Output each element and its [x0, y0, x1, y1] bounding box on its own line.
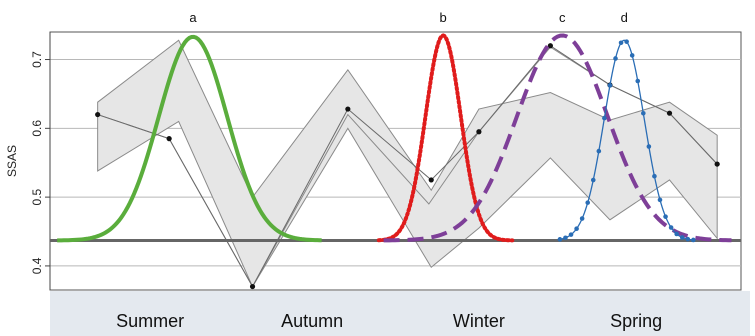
- curve-label-c: c: [559, 10, 566, 25]
- curve-d-dot-100: [668, 225, 674, 230]
- curve-d-dot-90: [657, 197, 663, 203]
- curve-d-dot-75: [641, 110, 646, 116]
- mean-point-3: [345, 106, 351, 112]
- mean-point-2: [249, 283, 256, 290]
- curve-d-dot-20: [579, 216, 585, 221]
- curve-label-a: a: [189, 10, 197, 25]
- mean-point-0: [95, 111, 101, 118]
- y-tick-label-2: 0.6: [30, 120, 44, 137]
- y-tick-label-0: 0.4: [30, 257, 44, 274]
- curve-d-dot-5: [563, 235, 568, 241]
- curve-d-dot-25: [585, 200, 591, 205]
- mean-point-5: [476, 129, 482, 135]
- curve-d-dot-35: [596, 148, 602, 154]
- mean-point-1: [166, 136, 172, 142]
- y-axis-label: SSAS: [5, 145, 19, 177]
- curve-b: [376, 33, 515, 243]
- curve-d-dot-110: [679, 235, 685, 240]
- season-label-winter: Winter: [453, 311, 505, 331]
- curve-d-dot-40: [602, 115, 607, 121]
- curve-d-dot-55: [618, 40, 624, 46]
- curve-d-dot-105: [674, 231, 679, 237]
- mean-point-4: [428, 177, 434, 183]
- season-label-spring: Spring: [610, 311, 662, 331]
- y-tick-label-3: 0.7: [30, 51, 44, 68]
- curve-d-dot-120: [691, 237, 696, 243]
- curve-d-dot-85: [652, 173, 657, 179]
- mean-point-8: [666, 110, 673, 116]
- curve-label-b: b: [440, 10, 447, 25]
- curve-d-dot-80: [646, 144, 652, 149]
- season-label-autumn: Autumn: [281, 311, 343, 331]
- curve-d-dot-30: [590, 177, 596, 183]
- curve-d-dot-50: [613, 56, 618, 61]
- season-label-summer: Summer: [116, 311, 184, 331]
- curve-d-dot-15: [574, 226, 579, 232]
- mean-point-6: [547, 43, 553, 49]
- mean-point-9: [714, 161, 720, 167]
- curve-d-dot-0: [557, 237, 563, 242]
- curve-d-dot-60: [624, 39, 629, 44]
- curve-d-dot-115: [685, 236, 691, 242]
- curve-d-dot-95: [663, 214, 668, 219]
- curve-d-dot-10: [568, 232, 574, 237]
- season-strip: [50, 291, 750, 336]
- y-tick-label-1: 0.5: [30, 188, 44, 205]
- curve-d-dot-70: [635, 78, 641, 84]
- curve-label-d: d: [621, 10, 628, 25]
- curve-a: [57, 34, 322, 243]
- curve-d-dot-45: [607, 83, 613, 88]
- curve-d-dot-65: [629, 53, 635, 58]
- mean-series-line: [97, 45, 718, 288]
